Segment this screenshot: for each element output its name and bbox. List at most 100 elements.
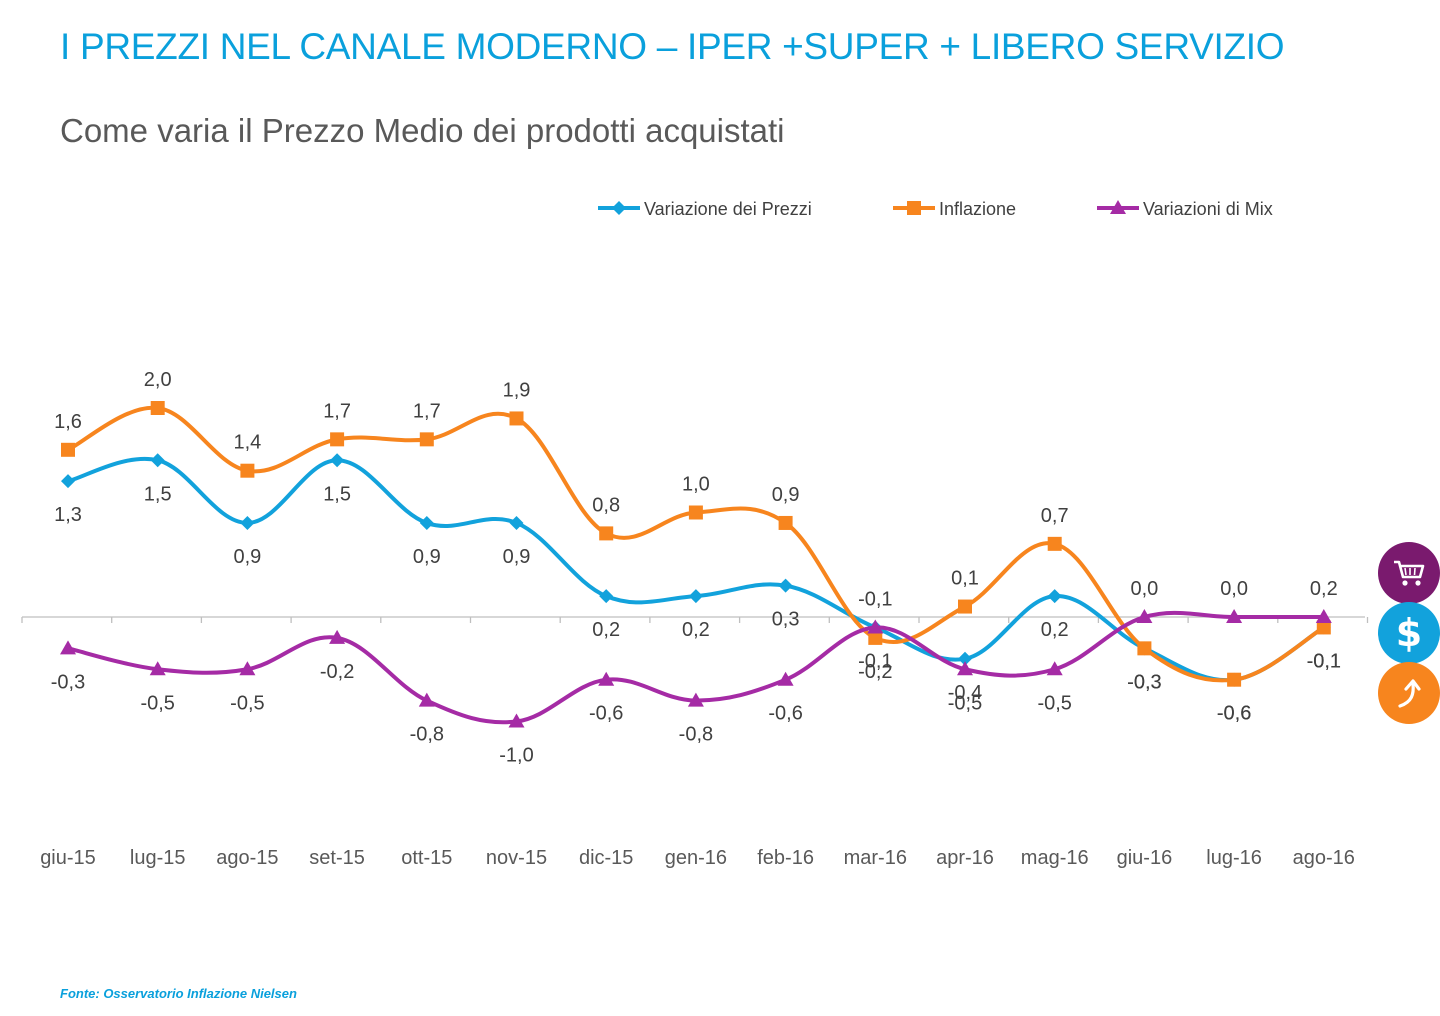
data-label: -0,5 xyxy=(948,692,982,714)
data-label: -0,5 xyxy=(1037,692,1071,714)
data-label: 0,1 xyxy=(951,568,979,590)
data-point xyxy=(1316,620,1331,635)
data-label: 1,3 xyxy=(54,504,82,526)
data-label: -0,3 xyxy=(1127,671,1161,693)
legend-marker xyxy=(1110,200,1126,214)
data-label: -0,4 xyxy=(948,682,982,704)
x-tick-label: mag-16 xyxy=(1021,847,1089,869)
x-tick-label: nov-15 xyxy=(486,847,547,869)
legend-marker xyxy=(612,201,626,215)
data-label: 1,9 xyxy=(503,379,531,401)
data-label: 0,9 xyxy=(772,484,800,506)
data-point xyxy=(1136,609,1153,623)
data-label: -0,1 xyxy=(1307,650,1341,672)
data-point xyxy=(867,619,884,634)
data-point xyxy=(599,526,614,541)
page-subtitle: Come varia il Prezzo Medio dei prodotti … xyxy=(60,112,785,149)
data-label: 2,0 xyxy=(144,369,172,391)
data-point xyxy=(1226,609,1243,623)
dollar-glyph: $ xyxy=(1395,611,1423,655)
x-tick-label: giu-16 xyxy=(1117,847,1173,869)
x-tick-label: gen-16 xyxy=(665,847,727,869)
series-variazione-dei-prezzi: 1,3 1,5 0,9 1,5 0,9 0,9 0,2 0,2 0,3 -0,1 -0,4 0,2 -0… xyxy=(54,453,1341,725)
shopping-cart-icon xyxy=(1378,542,1440,604)
data-label: -0,3 xyxy=(51,671,85,693)
legend-item-variazione-dei-prezzi: Variazione dei Prezzi xyxy=(598,199,812,219)
x-tick-label: giu-15 xyxy=(40,847,96,869)
series-variazioni-di-mix: -0,3 -0,5 -0,5 -0,2 -0,8 -1,0 -0,6 -0,8 -0,6 -0,1… xyxy=(51,578,1338,767)
trend-arrow-icon xyxy=(1378,662,1440,724)
data-point xyxy=(60,640,76,655)
data-point xyxy=(599,589,614,604)
data-label: 1,4 xyxy=(233,432,261,454)
x-tick-label: ago-16 xyxy=(1293,847,1355,869)
data-label: -0,2 xyxy=(320,661,354,683)
data-point xyxy=(61,474,75,489)
data-point xyxy=(958,651,972,666)
legend-label: Variazioni di Mix xyxy=(1143,199,1273,219)
data-label: 1,0 xyxy=(682,474,710,496)
data-point xyxy=(1047,589,1062,604)
data-point xyxy=(330,432,345,447)
data-point xyxy=(1047,536,1062,551)
data-label: 0,2 xyxy=(1310,578,1338,600)
x-tick-label: lug-15 xyxy=(130,847,186,869)
data-label: 0,9 xyxy=(503,546,531,568)
x-tick-label: mar-16 xyxy=(844,847,907,869)
data-label: -0,6 xyxy=(768,703,802,725)
data-label: -1,0 xyxy=(499,745,533,767)
data-label: -0,8 xyxy=(679,724,713,746)
x-tick-label: lug-16 xyxy=(1206,847,1262,869)
data-label: -0,1 xyxy=(1307,650,1341,672)
data-label: -0,1 xyxy=(858,588,892,610)
legend-label: Inflazione xyxy=(939,199,1016,219)
data-label: -0,3 xyxy=(1127,671,1161,693)
data-point xyxy=(509,515,524,530)
data-label: 1,6 xyxy=(54,411,82,433)
series-inflazione: 1,6 2,0 1,4 1,7 1,7 1,9 0,8 1,0 0,9 -0,2 0,1 0,7 -0,… xyxy=(54,369,1341,725)
data-point xyxy=(418,692,435,707)
data-point xyxy=(777,671,794,686)
data-point xyxy=(419,432,434,447)
legend-item-inflazione: Inflazione xyxy=(893,199,1016,219)
source-note: Fonte: Osservatorio Inflazione Nielsen xyxy=(60,986,297,1001)
data-label: -0,6 xyxy=(1217,703,1251,725)
x-tick-label: apr-16 xyxy=(936,847,994,869)
data-point xyxy=(1315,609,1332,623)
data-point xyxy=(957,661,973,676)
x-tick-label: dic-15 xyxy=(579,847,633,869)
data-point xyxy=(419,515,434,530)
x-axis: giu-15 lug-15 ago-15 set-15 ott-15 nov-15 dic-… xyxy=(21,616,1369,869)
data-point xyxy=(688,505,703,520)
data-label: -0,2 xyxy=(858,661,892,683)
data-label: 1,7 xyxy=(323,400,351,422)
data-label: 0,2 xyxy=(592,619,620,641)
x-tick-label: ott-15 xyxy=(401,847,452,869)
data-label: -0,5 xyxy=(230,692,264,714)
legend-item-variazioni-di-mix: Variazioni di Mix xyxy=(1097,199,1273,219)
data-label: 0,9 xyxy=(233,546,261,568)
data-point xyxy=(778,578,793,593)
data-point xyxy=(509,411,524,426)
data-point xyxy=(240,463,255,478)
legend-marker xyxy=(907,201,921,215)
data-point xyxy=(687,692,704,707)
legend-label: Variazione dei Prezzi xyxy=(644,199,812,219)
data-label: -0,6 xyxy=(1217,703,1251,725)
data-point xyxy=(1227,672,1242,687)
data-label: 0,9 xyxy=(413,546,441,568)
data-point xyxy=(150,453,165,468)
data-label: -0,1 xyxy=(858,650,892,672)
data-label: 0,2 xyxy=(682,619,710,641)
x-tick-label: ago-15 xyxy=(216,847,278,869)
data-label: 0,2 xyxy=(1041,619,1069,641)
data-label: -0,6 xyxy=(589,703,623,725)
data-point xyxy=(688,589,703,604)
data-label: -0,5 xyxy=(140,692,174,714)
x-tick-label: set-15 xyxy=(309,847,365,869)
data-label: 1,7 xyxy=(413,400,441,422)
data-point xyxy=(61,442,75,457)
data-point xyxy=(598,671,615,686)
data-point xyxy=(778,515,793,530)
